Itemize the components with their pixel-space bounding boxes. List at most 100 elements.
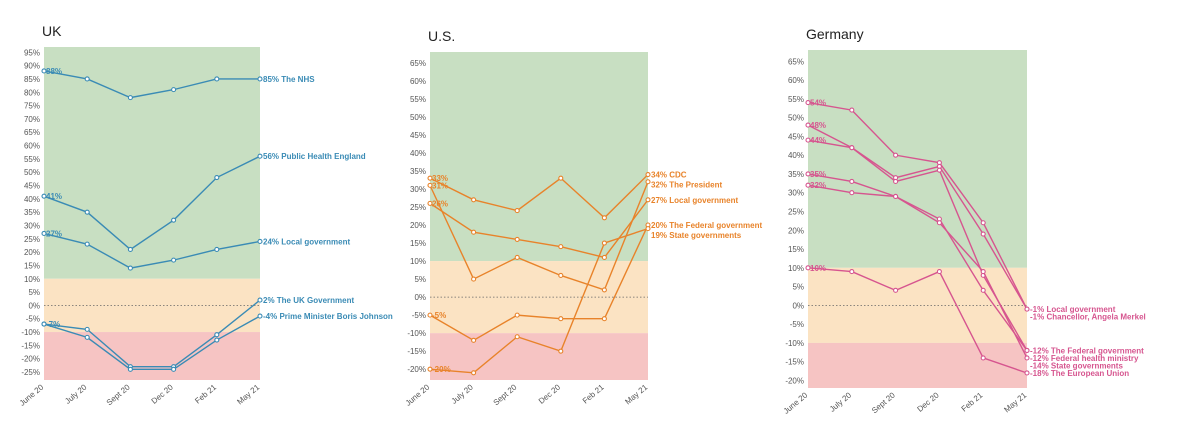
data-point [805,137,811,143]
series-line-0 [807,101,1028,310]
x-tick-label: Dec 20 [915,390,941,414]
x-tick-label: Sept 20 [105,382,132,407]
data-point [171,257,177,263]
y-tick-label: 0% [414,293,426,302]
y-tick-label: 65% [410,59,426,68]
y-tick-label: -5% [790,320,804,329]
series-end-label: 32% The President [651,181,722,190]
x-tick-label: May 21 [1002,390,1028,414]
series-end-label: 27% Local government [651,196,738,205]
data-point [127,366,133,372]
data-point [980,355,986,361]
y-tick-label: 55% [24,155,40,164]
data-point [936,167,942,173]
x-tick-label: June 20 [404,382,432,408]
series-start-label: -20% [432,365,451,374]
series-line-3 [429,224,649,342]
data-point [558,175,564,181]
y-tick-label: 60% [410,77,426,86]
chart-panel-1: U.S. -20% -15% -10% -5% 0% 5% 10% 15% 20% 25% 30% 35… [404,28,763,408]
y-tick-label: 5% [414,275,426,284]
data-point [41,193,47,199]
y-tick-label: 85% [24,75,40,84]
data-point [84,241,90,247]
series-end-label: -12% Federal health ministry [1030,354,1139,363]
series-start-label: -7% [46,320,60,329]
data-point [41,321,47,327]
y-tick-label: 65% [24,128,40,137]
data-point [41,230,47,237]
data-point [558,348,564,354]
y-tick-label: -10% [21,328,40,337]
chart-panel-0: UK -25% -20% -15% -10% -5% 0% 5% 10% 15% 20% 25% 30%… [18,23,393,408]
y-tick-label: 15% [24,261,40,270]
y-tick-label: 50% [24,168,40,177]
data-point [936,269,942,275]
series-line-4 [43,315,261,371]
data-point [645,179,651,185]
data-point [514,208,520,214]
series-end-label: -14% State governments [1030,361,1123,370]
data-point [514,334,520,340]
data-point [980,220,986,226]
series-start-label: 35% [810,170,826,179]
data-point [893,178,899,184]
data-point [645,171,651,178]
data-point [84,209,90,215]
series-end-label: 56% Public Health England [263,152,366,161]
y-tick-label: 30% [410,185,426,194]
series-start-label: 33% [432,174,448,183]
data-point [214,337,220,343]
series-end-label: -1% Chancellor, Angela Merkel [1030,313,1146,322]
y-tick-label: 45% [410,131,426,140]
y-tick-label: 65% [788,57,804,66]
data-point [601,287,607,293]
data-point [601,215,607,221]
data-point [558,244,564,250]
x-tick-label: Feb 21 [193,382,218,405]
chart-title: UK [42,23,62,39]
series-line-1 [807,124,1028,310]
data-point [471,276,477,282]
y-tick-label: 40% [788,151,804,160]
y-tick-label: -15% [785,358,804,367]
y-tick-label: 30% [24,221,40,230]
series-line-2 [429,199,649,259]
data-point [471,197,477,203]
y-tick-label: 0% [28,301,40,310]
y-tick-label: -10% [785,339,804,348]
sentiment-band-2 [430,333,648,380]
y-tick-label: 35% [410,167,426,176]
x-tick-label: June 20 [782,390,810,416]
series-end-label: -18% The European Union [1030,369,1129,378]
data-point [427,312,433,318]
series-line-5 [807,267,1028,374]
data-point [171,217,177,223]
y-tick-label: -10% [407,329,426,338]
series-end-label: 85% The NHS [263,75,315,84]
series-line-3 [807,173,1028,351]
data-point [514,236,520,242]
data-point [127,246,133,253]
y-tick-label: -20% [21,355,40,364]
series-line-1 [43,155,261,251]
series-start-label: 41% [46,192,62,201]
data-point [805,100,811,106]
x-tick-label: Sept 20 [870,390,897,415]
data-point [893,152,899,158]
data-point [171,87,177,93]
y-tick-label: 60% [24,142,40,151]
data-point [980,269,986,275]
data-point [805,182,811,188]
data-point [805,171,811,177]
sentiment-band-0 [44,47,260,279]
y-tick-label: 25% [788,207,804,216]
y-tick-label: 45% [788,132,804,141]
series-end-label: 19% State governments [651,231,742,240]
data-point [171,366,177,372]
data-point [214,246,220,253]
series-start-label: -5% [432,311,446,320]
data-point [893,193,899,200]
data-point [257,313,263,319]
